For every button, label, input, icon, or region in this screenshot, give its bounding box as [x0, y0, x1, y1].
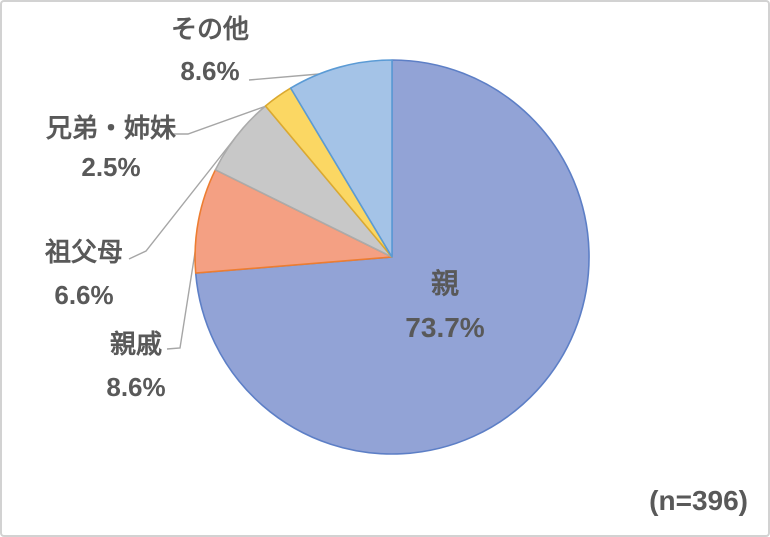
callout-value-2: 6.6% — [54, 280, 114, 310]
pie-slice-1 — [194, 169, 393, 274]
callout-value-4: 8.6% — [180, 56, 240, 86]
callout-value-1: 8.6% — [106, 372, 166, 402]
inner-value-0: 73.7% — [405, 312, 485, 343]
callout-value-3: 2.5% — [81, 152, 141, 182]
callout-category-1: 親戚 — [109, 329, 163, 359]
callout-category-3: 兄弟・姉妹 — [45, 113, 177, 143]
inner-category-0: 親 — [430, 268, 460, 299]
sample-size-note: (n=396) — [649, 485, 748, 516]
leader-line-3 — [173, 104, 270, 135]
leader-line-2 — [128, 137, 236, 260]
callout-category-2: 祖父母 — [44, 237, 124, 267]
callout-category-4: その他 — [170, 14, 250, 44]
pie-slices — [194, 59, 590, 455]
pie-slice-4 — [289, 59, 393, 258]
leader-line-4 — [248, 73, 320, 81]
